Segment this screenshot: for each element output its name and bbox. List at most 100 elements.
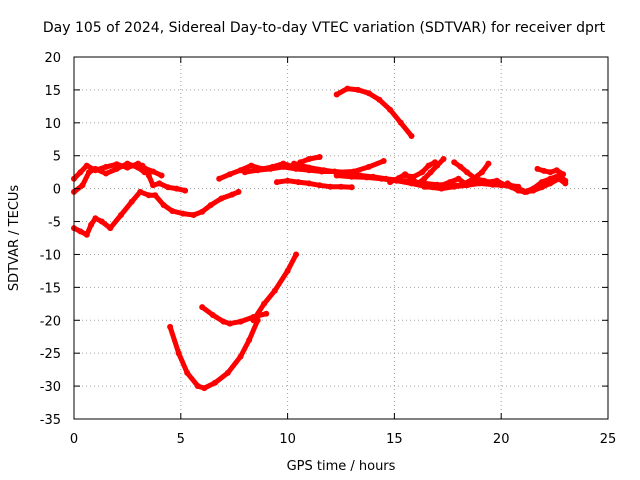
data-point	[446, 179, 453, 186]
data-point	[190, 212, 197, 218]
y-tick-label: 0	[53, 183, 61, 198]
data-point	[485, 160, 492, 167]
data-point	[338, 183, 344, 190]
x-tick-label: 10	[279, 432, 296, 447]
data-point	[92, 215, 99, 222]
y-axis-label: SDTVAR / TECUs	[7, 185, 22, 292]
data-point	[261, 300, 268, 307]
data-point	[173, 185, 180, 192]
data-point	[412, 179, 419, 186]
data-point	[293, 165, 300, 172]
data-point	[538, 179, 545, 186]
grid	[74, 57, 608, 419]
data-point	[333, 91, 340, 98]
data-point	[246, 337, 253, 343]
data-point	[254, 167, 261, 174]
data-point	[363, 174, 370, 181]
data-point	[229, 191, 236, 198]
data-point	[365, 90, 372, 97]
data-point	[333, 172, 340, 179]
series-track-3	[71, 188, 242, 238]
data-point	[77, 169, 84, 176]
data-point	[306, 164, 312, 171]
data-point	[464, 169, 470, 176]
data-point	[220, 318, 227, 325]
data-point	[267, 165, 274, 172]
data-point	[118, 212, 124, 218]
data-point	[280, 163, 287, 170]
y-tick-label: -15	[40, 281, 61, 296]
data-point	[98, 218, 105, 225]
data-point	[169, 208, 176, 214]
data-point	[273, 179, 280, 186]
series-line	[71, 189, 241, 238]
data-point	[150, 168, 156, 175]
data-point	[139, 162, 146, 169]
y-tick-label: 15	[44, 84, 61, 99]
data-point	[179, 210, 186, 217]
data-point	[395, 175, 402, 182]
series-layer	[71, 85, 569, 392]
axes: 0 5 10 15 20 25 -35 -30 -25 -20 -15 -10 -5 0 5 10 15 20	[40, 51, 617, 447]
data-point	[421, 183, 428, 190]
data-point	[538, 184, 545, 191]
series-track-12	[333, 85, 415, 139]
x-axis-label: GPS time / hours	[287, 459, 396, 474]
data-point	[344, 85, 351, 92]
data-point	[429, 184, 436, 191]
data-point	[83, 162, 90, 169]
data-point	[378, 175, 385, 182]
data-point	[103, 163, 109, 170]
data-point	[77, 228, 84, 235]
chart-title: Day 105 of 2024, Sidereal Day-to-day VTE…	[43, 20, 606, 36]
x-tick-label: 25	[600, 432, 617, 447]
data-point	[263, 310, 270, 317]
y-tick-label: -30	[40, 380, 61, 395]
series-track-2	[71, 160, 148, 195]
data-point	[521, 188, 528, 195]
data-point	[397, 119, 404, 126]
data-point	[137, 188, 144, 195]
series-line	[250, 252, 299, 323]
x-tick-label: 15	[386, 432, 403, 447]
data-point	[479, 169, 485, 176]
y-tick-label: 20	[44, 51, 61, 66]
data-point	[440, 156, 447, 162]
data-point	[216, 175, 223, 182]
data-point	[224, 369, 231, 376]
data-point	[408, 133, 415, 139]
data-point	[365, 163, 372, 170]
data-point	[158, 172, 165, 179]
data-point	[380, 158, 387, 164]
data-point	[553, 167, 560, 174]
data-point	[547, 169, 554, 176]
data-point	[293, 251, 300, 258]
data-point	[209, 312, 216, 318]
data-point	[485, 179, 492, 186]
data-point	[107, 225, 114, 232]
data-point	[348, 173, 355, 180]
data-point	[124, 160, 131, 167]
series-track-19	[504, 175, 569, 195]
data-point	[241, 169, 248, 176]
data-point	[145, 172, 152, 179]
data-point	[547, 180, 554, 187]
data-point	[145, 192, 152, 199]
data-point	[218, 195, 225, 202]
data-point	[451, 183, 458, 190]
data-point	[152, 192, 159, 199]
data-point	[295, 179, 302, 186]
series-track-5	[167, 317, 261, 392]
data-point	[88, 221, 95, 228]
data-point	[113, 165, 120, 172]
data-point	[540, 167, 547, 174]
data-point	[455, 175, 462, 182]
series-track-6	[250, 251, 300, 324]
series-line	[334, 86, 414, 139]
data-point	[128, 198, 135, 205]
data-point	[432, 159, 438, 166]
x-tick-label: 5	[177, 432, 185, 447]
data-point	[92, 165, 99, 172]
data-point	[476, 177, 483, 184]
